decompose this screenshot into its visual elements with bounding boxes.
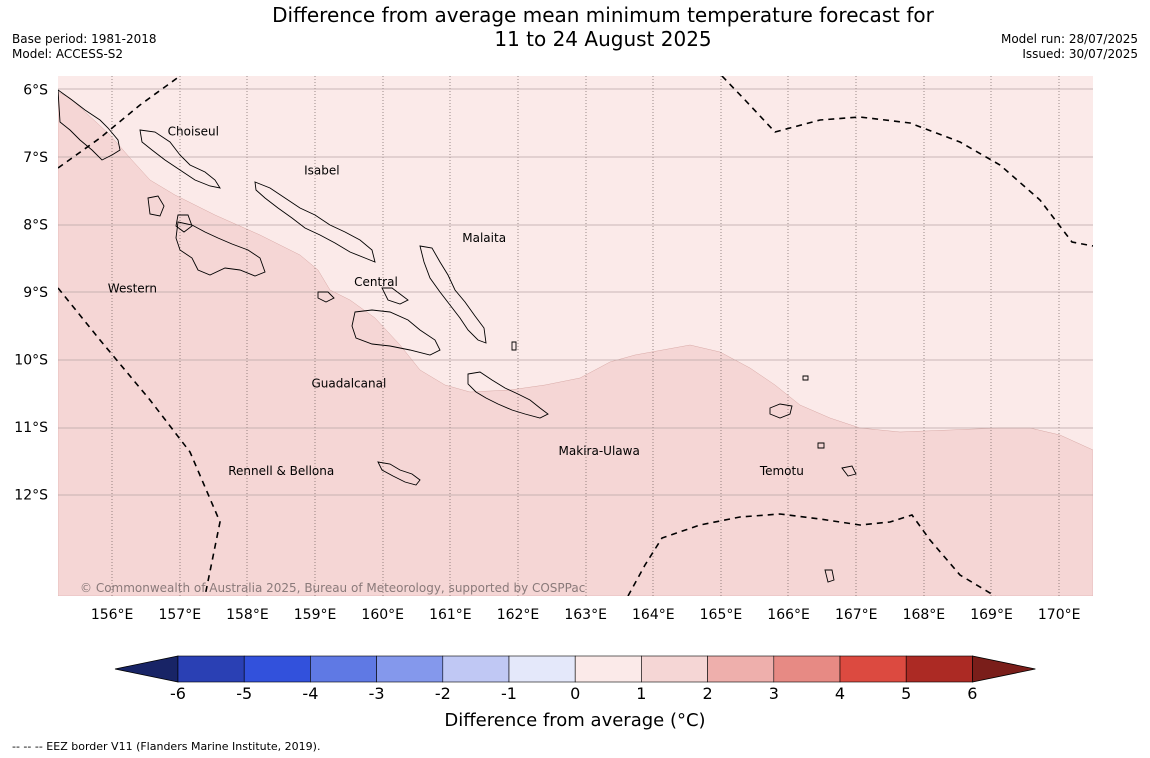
colorbar-tick-label: -4 xyxy=(302,684,318,703)
colorbar-under-arrow xyxy=(114,655,179,683)
colorbar-tick-label: 5 xyxy=(901,684,911,703)
latitude-labels: 6°S 7°S 8°S 9°S 10°S 11°S 12°S xyxy=(14,83,48,504)
colorbar-title: Difference from average (°C) xyxy=(444,710,706,731)
latitude-label: 10°S xyxy=(14,353,48,369)
colorbar-tick-label: 1 xyxy=(636,684,646,703)
island-vella-lavella xyxy=(147,195,165,217)
longitude-label: 165°E xyxy=(700,607,743,623)
colorbar-tick-label: -5 xyxy=(236,684,252,703)
place-label: Temotu xyxy=(759,464,804,478)
latitude-label: 11°S xyxy=(14,420,48,436)
longitude-label: 160°E xyxy=(361,607,404,623)
colorbar-tick-label: -6 xyxy=(170,684,186,703)
colorbar-swatch xyxy=(707,655,775,683)
colorbar-swatch xyxy=(839,655,907,683)
place-label: Malaita xyxy=(462,231,506,245)
longitude-label: 167°E xyxy=(835,607,878,623)
colorbar-swatch xyxy=(177,655,245,683)
longitude-labels: 156°E 157°E 158°E 159°E 160°E 161°E 162°E 163°E… xyxy=(91,607,1081,623)
title-line-2: 11 to 24 August 2025 xyxy=(494,27,712,51)
coastlines xyxy=(58,89,857,583)
colorbar-tick-label: 4 xyxy=(835,684,845,703)
colorbar-tick-label: -2 xyxy=(435,684,451,703)
longitude-label: 159°E xyxy=(294,607,337,623)
colorbar-tick-label: 0 xyxy=(570,684,580,703)
title-line-1: Difference from average mean minimum tem… xyxy=(272,3,934,27)
chart-title: Difference from average mean minimum tem… xyxy=(200,3,1006,51)
island-choiseul xyxy=(139,129,221,189)
island-makira xyxy=(467,371,549,419)
island-new-georgia xyxy=(175,221,266,277)
island-vanikoro xyxy=(841,465,857,477)
colorbar-swatch xyxy=(641,655,708,683)
island-anuta xyxy=(824,569,835,583)
longitude-label: 164°E xyxy=(632,607,675,623)
colorbar-over-arrow xyxy=(972,655,1036,683)
colorbar-swatch xyxy=(773,655,841,683)
place-label: Isabel xyxy=(304,164,339,178)
island-russell xyxy=(317,291,335,303)
latitude-label: 8°S xyxy=(23,218,48,234)
latitude-label: 7°S xyxy=(23,150,48,166)
island-bougainville xyxy=(58,89,121,161)
island-florida xyxy=(381,287,409,305)
place-label: Central xyxy=(354,275,398,289)
latitude-label: 6°S xyxy=(23,83,48,99)
colorbar-tick-label: 6 xyxy=(967,684,977,703)
colorbar-tick-label: -1 xyxy=(501,684,517,703)
colorbar-swatch xyxy=(243,655,311,683)
island-kolombangara xyxy=(175,214,193,233)
longitude-label: 168°E xyxy=(903,607,946,623)
model-run: Model run: 28/07/2025 xyxy=(1000,32,1138,46)
colorbar-swatch xyxy=(442,655,510,683)
latitude-lines xyxy=(58,88,1093,496)
colorbar-swatch xyxy=(508,655,576,683)
base-period: Base period: 1981-2018 xyxy=(12,32,157,46)
colorbar-tick-label: -3 xyxy=(369,684,385,703)
place-label: Rennell & Bellona xyxy=(228,464,334,478)
longitude-label: 158°E xyxy=(226,607,269,623)
longitude-label: 163°E xyxy=(564,607,607,623)
colorbar-tick-label: 3 xyxy=(769,684,779,703)
longitude-label: 169°E xyxy=(970,607,1013,623)
model-name: Model: ACCESS-S2 xyxy=(12,47,124,61)
place-label: Choiseul xyxy=(168,124,219,138)
longitude-label: 170°E xyxy=(1038,607,1081,623)
island-reef-islands xyxy=(802,375,809,381)
colorbar: -6 -5 -4 -3 -2 -1 0 1 2 3 4 5 6 xyxy=(114,655,1036,703)
island-utupua xyxy=(817,442,825,449)
place-label: Makira-Ulawa xyxy=(559,444,640,458)
place-label: Guadalcanal xyxy=(311,376,386,390)
island-guadalcanal xyxy=(351,309,441,356)
island-rennell xyxy=(377,461,421,486)
island-ulawa xyxy=(511,341,517,351)
model-info: Base period: 1981-2018 Model: ACCESS-S2 xyxy=(12,32,157,62)
colorbar-tick-label: 2 xyxy=(703,684,713,703)
place-label: Western xyxy=(108,282,157,296)
longitude-label: 156°E xyxy=(91,607,134,623)
run-info: Model run: 28/07/2025 Issued: 30/07/2025 xyxy=(1001,32,1138,62)
longitude-label: 161°E xyxy=(429,607,472,623)
latitude-label: 12°S xyxy=(14,488,48,504)
colorbar-swatch xyxy=(905,655,973,683)
longitude-label: 162°E xyxy=(497,607,540,623)
longitude-label: 166°E xyxy=(767,607,810,623)
longitude-label: 157°E xyxy=(158,607,201,623)
latitude-label: 9°S xyxy=(23,285,48,301)
eez-borders xyxy=(58,76,1093,596)
place-labels: Choiseul Isabel Malaita Western Central Guada… xyxy=(108,124,804,478)
colorbar-swatch xyxy=(310,655,377,683)
colorbar-swatch xyxy=(574,655,642,683)
eez-footnote: -- -- -- EEZ border V11 (Flanders Marine… xyxy=(12,740,321,753)
island-ndeni xyxy=(769,403,793,419)
island-isabel xyxy=(254,181,376,263)
island-malaita xyxy=(419,245,487,344)
issued-date: Issued: 30/07/2025 xyxy=(1022,47,1138,61)
map-area: © Commonwealth of Australia 2025, Bureau… xyxy=(58,76,1093,596)
copyright-notice: © Commonwealth of Australia 2025, Bureau… xyxy=(80,581,585,595)
colorbar-swatch xyxy=(376,655,444,683)
